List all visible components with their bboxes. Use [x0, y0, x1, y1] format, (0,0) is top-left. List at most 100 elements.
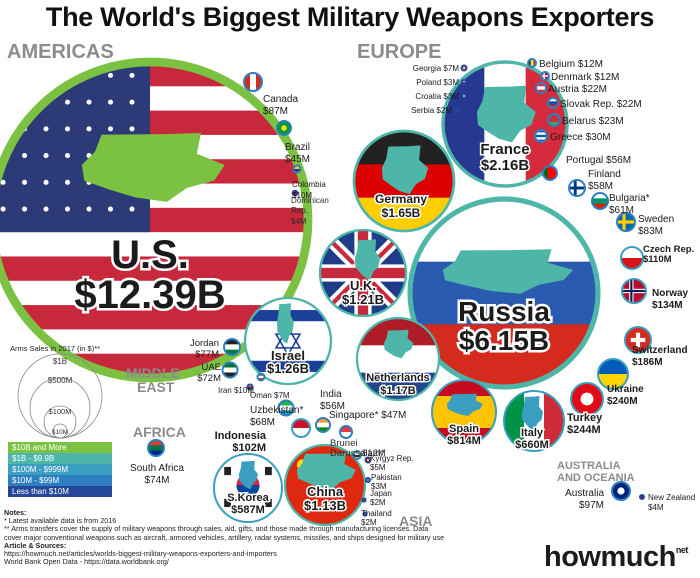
legend-circle-label-500m: $500M — [48, 376, 73, 385]
bubble-brazil-ring — [276, 120, 292, 136]
skorea-map-silhouette — [239, 460, 258, 490]
country-label-croatia: Croatia $3M — [415, 92, 459, 101]
bubble-ukraine-ring — [597, 358, 629, 390]
legend-tier-2: $100M - $999M — [8, 464, 112, 475]
bubble-serbia-ring — [454, 107, 460, 113]
country-name-norway: Norway — [652, 288, 689, 299]
bubble-poland-ring — [461, 79, 467, 85]
bubble-belarus-ring — [547, 113, 561, 127]
bubble-finland-ring — [568, 179, 586, 197]
country-name-israel: Israel — [271, 348, 305, 363]
country-name-germany: Germany — [375, 192, 427, 206]
country-value-brazil: $45M — [285, 154, 310, 165]
spain-map-silhouette — [446, 393, 483, 416]
legend-tiers: $10B and More $1B - $9.9B $100M - $999M $10… — [8, 442, 112, 497]
country-value-spain: $814M — [447, 435, 481, 447]
source-link[interactable]: https://howmuch.net/articles/worlds-bigg… — [4, 549, 277, 559]
bubble-canada-ring — [243, 72, 263, 92]
bubble-new-zealand-ring — [639, 494, 645, 500]
country-label-oman: Oman $7M — [250, 391, 290, 400]
country-value-u-k: $1.21B — [342, 292, 384, 307]
bubble-belgium-flag — [528, 59, 536, 67]
country-name-japan: Japan — [370, 489, 392, 498]
country-label-greece: Greece $30M — [550, 132, 611, 143]
bubble-u-s-ring — [0, 57, 313, 383]
legend-title: Arms Sales in 2017 (in $)** — [10, 344, 101, 353]
legend-circle-label-1b: $1B — [53, 357, 67, 366]
country-name-brazil: Brazil — [285, 142, 310, 153]
bubble-singapore-flag — [340, 426, 352, 438]
bubble-france-ring — [441, 60, 569, 188]
legend-size-circles: $1B $500M $100M $10M — [17, 353, 103, 439]
country-name-south-africa: South Africa — [130, 463, 184, 474]
bubble-kyrgyz-rep-ring — [364, 456, 372, 464]
region-australia: AND OCEANIA — [557, 472, 635, 484]
china-map-silhouette — [296, 453, 356, 490]
notes-heading: Notes: — [4, 508, 27, 517]
country-name-new-zealand: New Zealand — [648, 493, 695, 502]
country-label-portugal: Portugal $56M — [566, 155, 631, 166]
russia-map-silhouette — [442, 249, 574, 294]
bubble-bulgaria-flag — [592, 193, 608, 209]
region-australia: AUSTRALIA — [557, 460, 621, 472]
country-value-netherlands: $1.17B — [380, 385, 416, 397]
country-value-sweden: $83M — [638, 226, 663, 237]
bubble-jordan-flag — [224, 339, 240, 355]
bubble-portugal-flag — [543, 166, 557, 180]
bubble-uae-ring — [221, 361, 239, 379]
bubble-denmark-ring — [540, 71, 550, 81]
bubble-south-africa-ring — [147, 439, 165, 457]
country-name-thailand: Thailand — [361, 509, 392, 518]
region-europe: EUROPE — [357, 41, 441, 63]
country-label-belgium: Belgium $12M — [539, 59, 603, 70]
region-middle-east: EAST — [137, 379, 175, 395]
bubble-israel-ring — [243, 296, 333, 386]
source-link[interactable]: World Bank Open Data - https://data.worl… — [4, 557, 169, 567]
bubble-india-flag — [316, 418, 330, 432]
bubble-germany-ring — [352, 129, 456, 233]
country-value-canada: $87M — [263, 106, 288, 117]
bubble-sweden-ring — [616, 212, 636, 232]
germany-map-silhouette — [381, 145, 429, 195]
country-name-australia: Australia — [565, 488, 604, 499]
country-name-brunei: Brunei — [330, 438, 357, 449]
bubble-u-k-ring — [318, 228, 408, 318]
bubble-iran-flag — [257, 373, 265, 381]
country-label-slovak-rep: Slovak Rep. $22M — [560, 99, 642, 110]
country-value-japan: $2M — [370, 498, 386, 507]
country-name-india: India — [320, 389, 342, 400]
bubble-thailand-ring — [362, 511, 368, 517]
country-label-iran: Iran $10M — [218, 386, 254, 395]
country-name-s-korea: S.Korea — [227, 492, 269, 504]
israel-map-silhouette — [277, 303, 294, 344]
brand-suffix: net — [675, 545, 689, 555]
country-name-switzerland: Switzerland — [632, 345, 688, 356]
legend-tier-4: Less than $10M — [8, 486, 112, 497]
country-name-colombia: Colombia — [292, 180, 326, 189]
country-name-czech-rep: Czech Rep. — [643, 244, 694, 255]
bubble-oman-ring — [246, 383, 254, 391]
country-name-finland: Finland — [588, 169, 621, 180]
legend-circle-10m — [52, 423, 68, 439]
country-name-sweden: Sweden — [638, 214, 674, 225]
country-value-turkey: $244M — [567, 424, 601, 436]
country-value-italy: $660M — [515, 439, 549, 451]
country-value-china: $1.13B — [304, 498, 346, 513]
bubble-dominican-rep-flag — [292, 190, 298, 196]
bubble-uzbekistan-flag — [278, 400, 294, 416]
country-name-russia: Russia — [458, 296, 550, 327]
bubble-indonesia-ring — [291, 418, 311, 438]
country-name-uae: UAE — [201, 362, 221, 373]
bubble-finland-flag — [569, 180, 585, 196]
legend-tier-3: $10M - $99M — [8, 475, 112, 486]
country-name-brunei: Darussalam* — [330, 448, 385, 459]
country-value-jordan: $77M — [195, 349, 219, 360]
country-value-france: $2.16B — [481, 157, 530, 174]
bubble-dominican-rep-ring — [291, 189, 299, 197]
country-value-s-korea: $587M — [231, 504, 265, 516]
bubble-croatia-ring — [461, 93, 467, 99]
country-value-switzerland: $186M — [632, 357, 663, 368]
page-title: The World's Biggest Military Weapons Exp… — [45, 2, 655, 32]
bubble-south-africa-flag — [148, 440, 164, 456]
